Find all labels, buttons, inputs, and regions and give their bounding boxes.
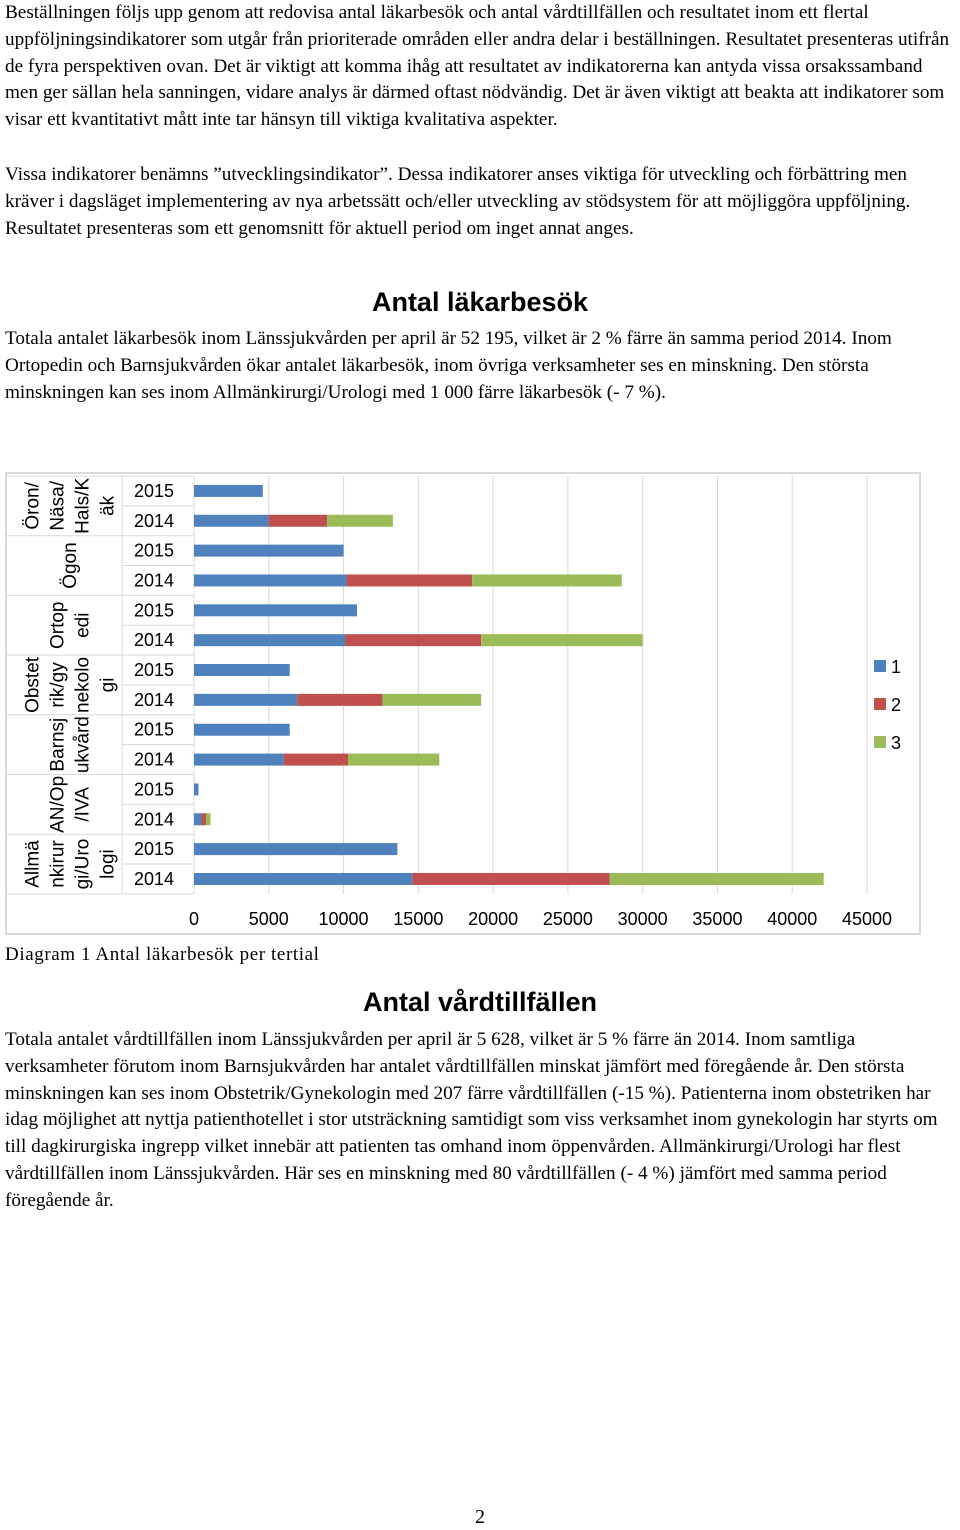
bar-segment xyxy=(194,843,398,856)
section-heading-vardtillfallen: Antal vårdtillfällen xyxy=(362,987,598,1017)
group-label: gi xyxy=(98,678,119,693)
bar-segment xyxy=(472,574,622,587)
group-label: nekolo xyxy=(73,657,94,713)
group-label: Ortop xyxy=(48,601,69,649)
bar-segment xyxy=(283,753,349,766)
group-label: edi xyxy=(73,613,94,638)
intro-paragraph-2: Vissa indikatorer benämns ”utvecklingsin… xyxy=(5,164,911,239)
x-tick-label: 0 xyxy=(189,909,199,929)
bar-segment xyxy=(194,514,269,527)
x-tick-label: 35000 xyxy=(692,909,742,929)
group-label: Öron/ xyxy=(23,481,44,529)
bar-segment xyxy=(194,544,344,557)
chart-caption: Diagram 1 Antal läkarbesök per tertial xyxy=(5,944,320,965)
year-label: 2015 xyxy=(134,720,174,740)
bar-segment xyxy=(194,723,290,736)
year-label: 2014 xyxy=(134,511,174,531)
page-number: 2 xyxy=(475,1506,485,1528)
legend-swatch xyxy=(874,660,886,672)
x-tick-label: 10000 xyxy=(319,909,369,929)
chart-lakarbesok: 0 5000 10000 15000 20000 25000 30000 35000 40000… xyxy=(5,472,921,935)
group-label: logi xyxy=(98,849,119,879)
bar-segment xyxy=(194,753,284,766)
chart-svg: 0 5000 10000 15000 20000 25000 30000 35000 40000… xyxy=(7,475,901,929)
bar-segment xyxy=(194,872,413,885)
section-heading-lakarbesok: Antal läkarbesök xyxy=(371,287,589,317)
group-label: äk xyxy=(98,495,119,516)
x-tick-label: 5000 xyxy=(249,909,289,929)
bar-segment xyxy=(345,634,482,647)
group-label: Hals/K xyxy=(73,478,94,534)
year-label: 2015 xyxy=(134,600,174,620)
x-tick-label: 40000 xyxy=(767,909,817,929)
bar-segment xyxy=(194,484,263,497)
bar-segment xyxy=(194,813,202,826)
year-label: 2014 xyxy=(134,750,174,770)
bar-segment xyxy=(609,872,824,885)
group-label: Obstet xyxy=(23,656,44,713)
bar-segment xyxy=(194,664,290,677)
x-tick-label: 45000 xyxy=(842,909,892,929)
group-label: gi/Uro xyxy=(73,839,94,890)
bar-segment xyxy=(194,783,199,796)
year-label: 2015 xyxy=(134,660,174,680)
bar-segment xyxy=(346,574,473,587)
legend-label: 3 xyxy=(891,733,901,753)
legend-label: 1 xyxy=(891,657,901,677)
year-label: 2015 xyxy=(134,481,174,501)
group-label: Näsa/ xyxy=(48,480,69,530)
bar-segment xyxy=(268,514,328,527)
bar-segment xyxy=(297,693,383,706)
year-label: 2014 xyxy=(134,809,174,829)
bar-segment xyxy=(201,813,206,826)
legend-swatch xyxy=(874,698,886,710)
bar-segment xyxy=(194,693,298,706)
x-tick-label: 20000 xyxy=(468,909,518,929)
group-label: rik/gy xyxy=(48,662,69,708)
group-label: Barnsj xyxy=(48,718,69,772)
year-label: 2015 xyxy=(134,541,174,561)
x-tick-label: 25000 xyxy=(543,909,593,929)
bar-segment xyxy=(481,634,643,647)
bar-segment xyxy=(194,604,358,617)
legend-swatch xyxy=(874,736,886,748)
legend-label: 2 xyxy=(891,695,901,715)
year-label: 2015 xyxy=(134,779,174,799)
group-label: ukvård xyxy=(73,716,94,773)
year-label: 2014 xyxy=(134,630,174,650)
year-label: 2015 xyxy=(134,839,174,859)
year-label: 2014 xyxy=(134,570,174,590)
section-text-lakarbesok: Totala antalet läkarbesök inom Länssjukv… xyxy=(5,328,892,403)
group-label: Allmä xyxy=(23,840,44,888)
year-label: 2014 xyxy=(134,690,174,710)
bar-segment xyxy=(348,753,440,766)
year-label: 2014 xyxy=(134,869,174,889)
group-label: Ögon xyxy=(60,542,81,588)
bar-segment xyxy=(327,514,393,527)
section-text-vardtillfallen: Totala antalet vårdtillfällen inom Länss… xyxy=(5,1029,938,1211)
intro-paragraph-1: Beställningen följs upp genom att redovi… xyxy=(5,2,950,131)
bar-segment xyxy=(412,872,610,885)
group-label: AN/Op xyxy=(48,776,69,833)
group-label: /IVA xyxy=(73,787,94,822)
bar-segment xyxy=(382,693,482,706)
group-label: nkirur xyxy=(48,840,69,888)
bar-segment xyxy=(205,813,211,826)
x-tick-label: 30000 xyxy=(618,909,668,929)
bar-segment xyxy=(194,634,346,647)
x-tick-label: 15000 xyxy=(393,909,443,929)
bar-segment xyxy=(194,574,347,587)
